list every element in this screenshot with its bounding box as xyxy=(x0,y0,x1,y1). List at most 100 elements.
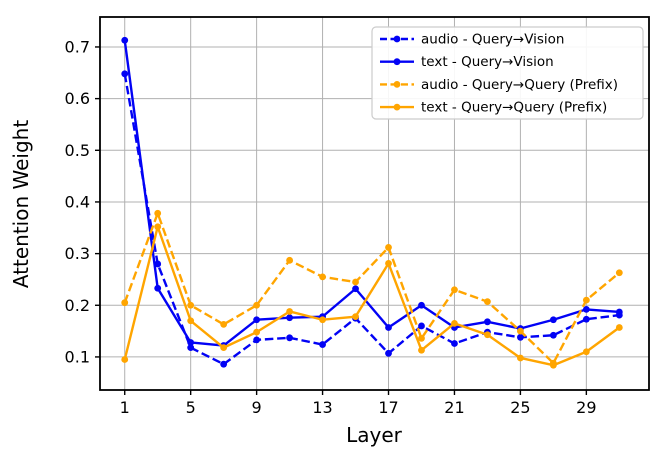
x-tick-label: 29 xyxy=(576,398,596,417)
data-point xyxy=(154,260,162,268)
data-point xyxy=(121,70,129,78)
legend-sample-marker xyxy=(393,81,401,88)
legend-sample-marker xyxy=(393,35,401,43)
y-axis-label: Attention Weight xyxy=(9,120,33,288)
data-point xyxy=(220,344,228,352)
series-3 xyxy=(121,223,623,369)
data-point xyxy=(121,36,129,44)
x-tick-label: 5 xyxy=(186,398,196,417)
legend-item: text - Query→Vision xyxy=(380,54,554,70)
data-point xyxy=(582,296,590,304)
data-point xyxy=(253,336,261,344)
data-point xyxy=(582,306,590,313)
legend: audio - Query→Vision text - Query→Vision a… xyxy=(371,26,644,120)
y-tick-label: 0.2 xyxy=(65,296,90,315)
data-point xyxy=(154,284,162,292)
data-point xyxy=(121,356,129,363)
data-point xyxy=(517,333,524,341)
data-point xyxy=(187,344,195,352)
data-point xyxy=(253,328,261,336)
data-series xyxy=(121,36,623,369)
data-point xyxy=(549,316,557,324)
x-tick-label: 25 xyxy=(510,398,530,417)
data-point xyxy=(517,327,524,335)
series-1 xyxy=(121,36,623,349)
y-tick-label: 0.1 xyxy=(65,347,90,366)
data-point xyxy=(451,286,458,294)
data-point xyxy=(385,349,392,357)
data-point xyxy=(451,319,458,327)
data-point xyxy=(253,301,261,309)
data-point xyxy=(352,278,359,286)
legend-label: text - Query→Vision xyxy=(421,54,554,70)
data-point xyxy=(418,334,425,342)
legend-label: audio - Query→Vision xyxy=(421,32,565,48)
data-point xyxy=(484,318,491,326)
data-point xyxy=(286,308,293,315)
data-point xyxy=(549,331,557,339)
data-point xyxy=(220,320,228,328)
data-point xyxy=(154,223,162,231)
data-point xyxy=(187,317,195,325)
legend-item: audio - Query→Query (Prefix) xyxy=(380,77,618,93)
data-point xyxy=(352,313,359,321)
data-point xyxy=(121,299,129,307)
data-point xyxy=(451,340,458,347)
data-point xyxy=(418,322,425,330)
axes xyxy=(99,16,650,391)
data-point xyxy=(319,316,326,324)
data-point xyxy=(187,301,195,309)
data-point xyxy=(484,298,491,306)
data-point xyxy=(385,324,392,331)
data-point xyxy=(154,209,162,217)
y-tick-label: 0.4 xyxy=(65,192,90,211)
data-point xyxy=(286,334,293,342)
data-point xyxy=(615,269,623,277)
series-line xyxy=(123,225,621,367)
data-point xyxy=(286,314,293,322)
series-2 xyxy=(121,209,623,367)
y-tick-label: 0.7 xyxy=(65,37,90,56)
data-point xyxy=(220,360,228,368)
data-point xyxy=(253,316,261,324)
plot-border xyxy=(99,16,650,391)
data-point xyxy=(517,354,524,362)
series-line xyxy=(123,40,620,347)
series-0 xyxy=(121,70,623,368)
data-point xyxy=(549,361,557,369)
y-tick-label: 0.6 xyxy=(65,89,90,108)
x-tick-label: 17 xyxy=(378,398,398,417)
data-point xyxy=(418,301,425,309)
data-point xyxy=(187,339,195,346)
legend-sample-marker xyxy=(393,58,401,66)
data-point xyxy=(385,244,392,251)
series-line xyxy=(123,73,620,366)
data-point xyxy=(484,331,491,339)
x-tick-label: 9 xyxy=(252,398,262,417)
legend-item: audio - Query→Vision xyxy=(380,32,565,48)
data-point xyxy=(582,315,590,323)
data-point xyxy=(319,341,326,348)
x-axis-label: Layer xyxy=(346,423,403,447)
data-point xyxy=(418,346,425,354)
legend-box xyxy=(371,26,644,120)
y-tick-label: 0.3 xyxy=(65,244,90,263)
legend-item: text - Query→Query (Prefix) xyxy=(380,100,607,116)
legend-label: text - Query→Query (Prefix) xyxy=(421,100,607,116)
series-line xyxy=(123,212,621,365)
data-point xyxy=(319,273,326,281)
y-tick-label: 0.5 xyxy=(65,141,90,160)
x-tick-label: 21 xyxy=(444,398,464,417)
data-point xyxy=(385,260,392,267)
data-point xyxy=(352,285,359,293)
data-point xyxy=(582,348,590,356)
data-point xyxy=(615,324,623,331)
x-tick-label: 1 xyxy=(120,398,130,417)
tick-marks-and-labels: 1 5 9 13 17 21 25 29 0.1 0.2 0.3 0.4 0.5 0.6 0.7 xyxy=(65,37,597,417)
data-point xyxy=(286,256,293,264)
legend-sample-marker xyxy=(393,103,401,111)
data-point xyxy=(615,308,623,316)
legend-label: audio - Query→Query (Prefix) xyxy=(421,77,618,93)
